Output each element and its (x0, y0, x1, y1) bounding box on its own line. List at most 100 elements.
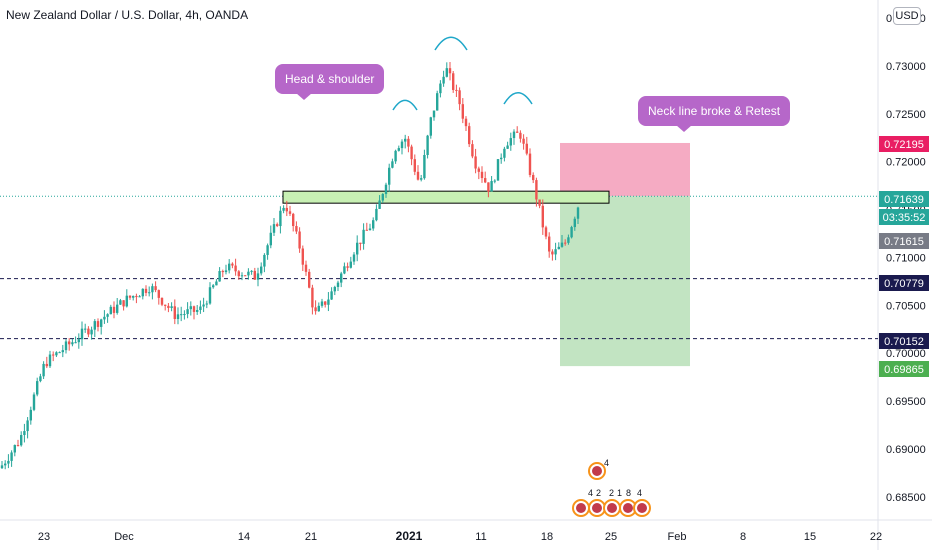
us-flag-icon (623, 503, 633, 513)
candle-body (314, 307, 317, 312)
candle-body (439, 83, 442, 94)
candle-body (269, 232, 272, 246)
candle-body (135, 295, 138, 298)
candle-body (196, 310, 199, 312)
x-tick-label: Dec (114, 531, 134, 543)
x-tick-label: 14 (238, 531, 250, 543)
price-label-box (879, 191, 929, 207)
candle-body (276, 224, 279, 227)
candle-body (183, 314, 186, 316)
candle-body (477, 168, 480, 172)
event-count: 4 (588, 488, 593, 498)
y-tick-label: 0.71000 (886, 252, 926, 264)
candle-body (404, 138, 407, 142)
candle-body (122, 300, 125, 307)
candle-body (333, 286, 336, 292)
candle-body (512, 131, 516, 139)
candle-body (26, 420, 29, 432)
candle-body (458, 90, 461, 105)
price-label-box (879, 233, 929, 249)
candle-body (160, 297, 164, 305)
candle-body (365, 229, 368, 231)
candle-body (340, 273, 343, 283)
candle-body (189, 306, 192, 310)
y-tick-label: 0.73000 (886, 61, 926, 73)
us-flag-icon (607, 503, 617, 513)
candle-body (548, 236, 551, 252)
event-count: 4 (604, 458, 609, 468)
candle-body (541, 205, 544, 228)
candle-body (285, 207, 288, 212)
candle-body (301, 248, 304, 265)
candle-body (288, 211, 292, 214)
candle-body (330, 291, 333, 300)
candle-body (484, 178, 487, 183)
candle-body (90, 329, 93, 335)
candle-body (461, 104, 464, 119)
candle-body (128, 295, 132, 298)
currency-button[interactable]: USD (893, 7, 921, 25)
us-flag-icon (637, 503, 647, 513)
event-count: 4 (637, 488, 642, 498)
candle-body (416, 171, 420, 180)
y-tick-label: 0.72500 (886, 109, 926, 121)
candle-body (148, 292, 151, 294)
candle-body (208, 287, 212, 304)
candle-body (448, 68, 452, 74)
pattern-arc (392, 99, 418, 111)
candle-body (237, 271, 240, 277)
candle-body (167, 305, 170, 308)
candle-body (116, 304, 119, 313)
candle-body (7, 460, 10, 464)
candle-body (45, 363, 48, 367)
candle-body (368, 228, 372, 231)
candle-body (247, 271, 250, 276)
candle-body (576, 207, 580, 219)
x-tick-label: 21 (305, 531, 317, 543)
candle-body (468, 126, 471, 145)
price-label-level: 0.70779 (884, 278, 924, 290)
x-tick-label: 18 (541, 531, 553, 543)
candle-body (442, 76, 445, 84)
candle-body (445, 68, 448, 77)
candle-body (77, 339, 80, 343)
candle-body (400, 141, 404, 149)
candle-body (157, 290, 160, 298)
x-tick-label: 8 (740, 531, 746, 543)
candle-body (240, 275, 244, 277)
x-tick-label: 22 (870, 531, 882, 543)
candle-body (221, 271, 224, 273)
candle-body (282, 207, 285, 211)
y-tick-label: 0.69000 (886, 444, 926, 456)
candle-body (250, 270, 253, 272)
candle-body (455, 89, 458, 91)
candle-body (564, 242, 567, 244)
event-count: 2 (609, 488, 614, 498)
price-label-countdown: 03:35:52 (883, 212, 926, 224)
candle-body (244, 275, 247, 277)
candle-body (16, 445, 20, 447)
head-shoulder-callout: Head & shoulder (275, 64, 385, 94)
candle-body (234, 265, 237, 272)
candle-body (544, 227, 548, 237)
candle-body (423, 154, 426, 179)
event-count: 8 (626, 488, 631, 498)
candle-body (567, 237, 570, 243)
candle-body (343, 266, 346, 274)
candle-body (93, 321, 96, 330)
candle-body (551, 251, 554, 255)
candle-body (336, 282, 340, 287)
candle-body (71, 342, 74, 345)
candle-body (436, 93, 439, 111)
candle-body (125, 295, 128, 307)
pattern-arc (434, 36, 468, 51)
pattern-arc (503, 92, 533, 105)
candle-body (253, 270, 256, 280)
candle-body (500, 157, 503, 160)
candle-body (480, 171, 484, 179)
candle-body (176, 314, 180, 320)
candle-body (212, 285, 215, 288)
x-tick-label: Feb (668, 531, 687, 543)
candle-body (509, 138, 512, 146)
